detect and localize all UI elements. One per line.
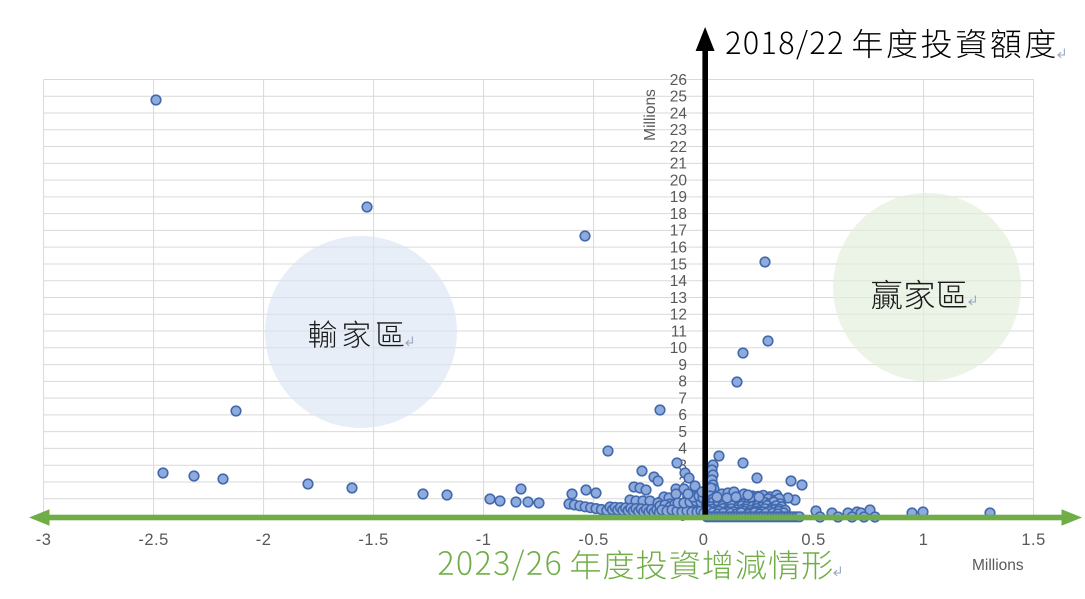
svg-text:Millions: Millions bbox=[642, 89, 659, 141]
svg-text:9: 9 bbox=[678, 357, 687, 374]
svg-text:10: 10 bbox=[670, 340, 688, 357]
svg-text:-1: -1 bbox=[476, 531, 492, 549]
svg-text:21: 21 bbox=[670, 156, 687, 173]
svg-text:24: 24 bbox=[670, 105, 688, 122]
svg-text:5: 5 bbox=[678, 424, 687, 441]
svg-text:-2: -2 bbox=[256, 531, 272, 549]
svg-text:25: 25 bbox=[670, 89, 687, 106]
svg-text:-0.5: -0.5 bbox=[578, 531, 608, 549]
svg-text:20: 20 bbox=[670, 172, 688, 189]
svg-text:23: 23 bbox=[670, 122, 687, 139]
svg-text:4: 4 bbox=[678, 441, 687, 458]
svg-text:1.5: 1.5 bbox=[1021, 531, 1045, 549]
svg-text:13: 13 bbox=[670, 290, 687, 307]
svg-text:0.5: 0.5 bbox=[801, 531, 825, 549]
svg-text:14: 14 bbox=[670, 273, 688, 290]
svg-text:Millions: Millions bbox=[972, 557, 1024, 574]
svg-text:0: 0 bbox=[699, 531, 709, 549]
svg-text:3: 3 bbox=[678, 458, 687, 475]
svg-text:26: 26 bbox=[670, 72, 687, 89]
svg-text:17: 17 bbox=[670, 223, 687, 240]
svg-text:16: 16 bbox=[670, 240, 687, 257]
svg-text:11: 11 bbox=[671, 323, 687, 340]
svg-text:7: 7 bbox=[678, 390, 687, 407]
svg-text:8: 8 bbox=[678, 374, 687, 391]
svg-text:-1.5: -1.5 bbox=[358, 531, 388, 549]
svg-text:22: 22 bbox=[670, 139, 687, 156]
svg-text:15: 15 bbox=[670, 256, 687, 273]
svg-text:12: 12 bbox=[670, 307, 687, 324]
svg-text:-2.5: -2.5 bbox=[138, 531, 168, 549]
svg-text:2: 2 bbox=[678, 474, 687, 491]
svg-text:6: 6 bbox=[678, 407, 687, 424]
svg-text:-3: -3 bbox=[36, 531, 52, 549]
svg-text:19: 19 bbox=[670, 189, 687, 206]
svg-text:18: 18 bbox=[670, 206, 687, 223]
svg-text:1: 1 bbox=[919, 531, 929, 549]
